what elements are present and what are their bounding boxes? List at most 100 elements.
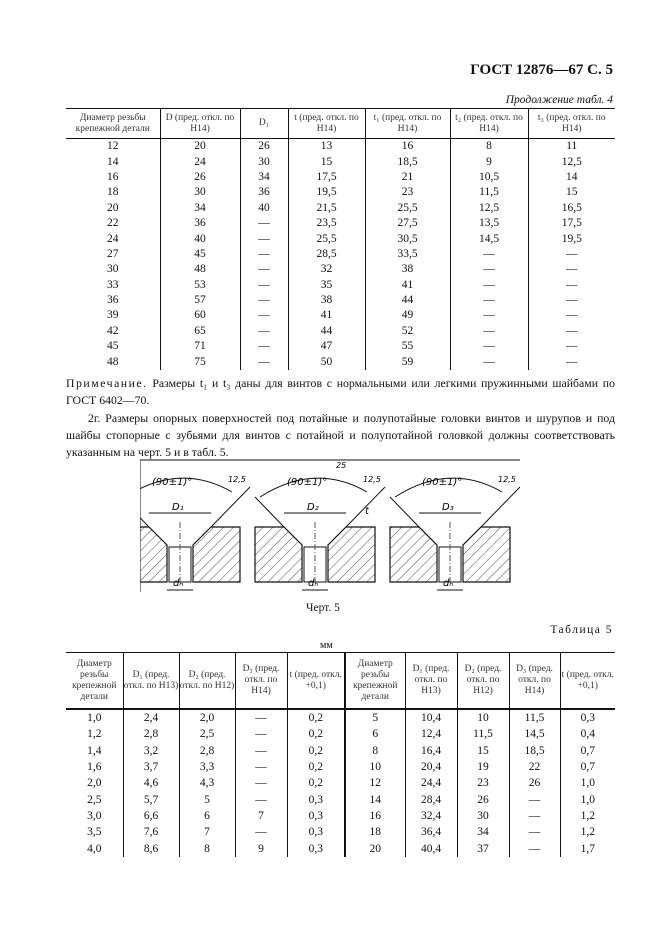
table-cell: 6	[344, 726, 405, 743]
table-cell: 0,2	[286, 775, 345, 792]
table-cell: 10	[344, 758, 405, 776]
table-cell: 44	[364, 292, 450, 309]
extension-line	[389, 496, 420, 528]
table-cell: —	[508, 840, 560, 857]
table-cell: 19,5	[287, 185, 365, 201]
table-row: 1,6 3,7 3,3—0,2 10 20,4 19 22 0,7	[66, 758, 615, 776]
table-cell: 23,5	[287, 215, 365, 232]
table-cell: 1,2	[559, 824, 615, 841]
dimension-label: D₁	[172, 502, 184, 513]
table-cell: 4,3	[178, 775, 235, 792]
table-cell: 8	[344, 742, 405, 759]
table-cell: 57	[159, 292, 240, 309]
table-cell: 45	[107, 340, 119, 353]
table-cell: 26	[239, 138, 288, 155]
table-cell: 6	[178, 807, 235, 825]
table-cell: 15	[456, 742, 509, 759]
table-cell: 75	[159, 354, 240, 370]
table-cell: 9	[234, 840, 287, 857]
table-row: 24 40—25,5 30,5 14,5 19,5	[66, 231, 615, 247]
table-row: 48 75—50 59— —	[66, 354, 615, 370]
table-cell: 12,5	[527, 154, 615, 170]
column-header: D₃ (пред. откл. по H14)	[234, 652, 287, 710]
table-cell: 1,4	[87, 744, 102, 757]
table-cell: —	[527, 246, 615, 263]
table-cell: 10,5	[449, 169, 528, 186]
table-cell: 6,6	[122, 807, 179, 825]
table-cell: 0,2	[286, 758, 345, 776]
table-cell: 8,6	[122, 840, 179, 857]
hatched-section	[192, 526, 241, 583]
table-row: 39 60—41 49— —	[66, 308, 615, 324]
hatched-section	[462, 526, 511, 583]
table-row: 1,0 2,4 2,0—0,2 5 10,4 10 11,5 0,3	[66, 709, 615, 727]
table-cell: —	[527, 354, 615, 370]
table-cell: 24	[107, 232, 119, 245]
table-cell: —	[239, 323, 288, 340]
table-cell: 3,3	[178, 758, 235, 776]
table-cell: 36	[107, 294, 119, 307]
table-cell: 1,2	[559, 807, 615, 825]
table-cell: —	[239, 277, 288, 293]
hatched-section	[254, 526, 303, 583]
table-cell: 17,5	[287, 169, 365, 186]
table-cell: —	[239, 354, 288, 370]
table-cell: 0,2	[286, 742, 345, 759]
table-cell: —	[527, 308, 615, 324]
table-cell: 15	[287, 154, 365, 170]
table-cell: 16	[364, 138, 450, 155]
table-cell: —	[449, 246, 528, 263]
extension-line	[140, 516, 150, 528]
table-cell: —	[239, 246, 288, 263]
extension-line	[254, 496, 285, 528]
table-cell: 28,4	[404, 791, 457, 808]
column-header: Диаметр резьбы крепежной детали	[66, 652, 123, 710]
table-cell: —	[508, 807, 560, 825]
drawing-5: (90±1)° 12,5 D₁ dₕ (90±1)° 12,5 D₂ dₕ (90±1)° 12,…	[140, 459, 520, 592]
table-cell: 1,0	[87, 712, 102, 725]
table-cell: 1,6	[87, 761, 102, 774]
table-row: 1,4 3,2 2,8—0,2 8 16,4 15 18,5 0,7	[66, 742, 615, 759]
table-cell: 28,5	[287, 246, 365, 263]
table-cell: 20,4	[404, 758, 457, 776]
table-cell: 20	[344, 840, 405, 857]
column-header: D₁ (пред. откл. по H13)	[404, 652, 457, 710]
table-cell: —	[239, 215, 288, 232]
hatched-section	[327, 526, 376, 583]
table-cell: 11,5	[449, 185, 528, 201]
extension-line	[345, 486, 386, 528]
table-cell: 25,5	[364, 200, 450, 216]
table-cell: —	[239, 292, 288, 309]
table-cell: 71	[159, 339, 240, 355]
table-cell: 36,4	[404, 824, 457, 841]
table-cell: 38	[364, 262, 450, 278]
table-row: 22 36—23,5 27,5 13,5 17,5	[66, 215, 615, 232]
table-cell: 1,2	[87, 728, 102, 741]
table-5: Диаметр резьбы крепежной детали D₁ (пред.…	[66, 652, 615, 857]
table-cell: 13,5	[449, 215, 528, 232]
table-cell: 16,5	[527, 200, 615, 216]
note: Примечание. Размеры t₁ и t₃ даны для вин…	[66, 375, 615, 409]
column-header: t (пред. откл. по H14)	[287, 108, 365, 139]
table-row: 1,2 2,8 2,5—0,2 6 12,4 11,5 14,5 0,4	[66, 726, 615, 743]
table-cell: —	[527, 262, 615, 278]
angle-arc	[394, 477, 503, 498]
table-cell: 1,0	[559, 775, 615, 792]
table-cell: 30	[107, 263, 119, 276]
table-cell: —	[239, 231, 288, 247]
table-cell: —	[234, 791, 287, 808]
table-cell: 41	[364, 277, 450, 293]
table-cell: 16	[344, 807, 405, 825]
table-cell: 21	[364, 169, 450, 186]
table-cell: 20	[159, 138, 240, 155]
table-cell: 36	[239, 185, 288, 201]
table-cell: 18,5	[508, 742, 560, 759]
table-cell: 60	[159, 308, 240, 324]
table-cell: 30	[239, 154, 288, 170]
table-cell: 16,4	[404, 742, 457, 759]
table-cell: 5	[344, 709, 405, 727]
column-header: Диаметр резьбы крепежной детали	[66, 108, 160, 139]
table-row: 36 57—38 44— —	[66, 292, 615, 309]
table-cell: 7,6	[122, 824, 179, 841]
table-cell: —	[527, 277, 615, 293]
